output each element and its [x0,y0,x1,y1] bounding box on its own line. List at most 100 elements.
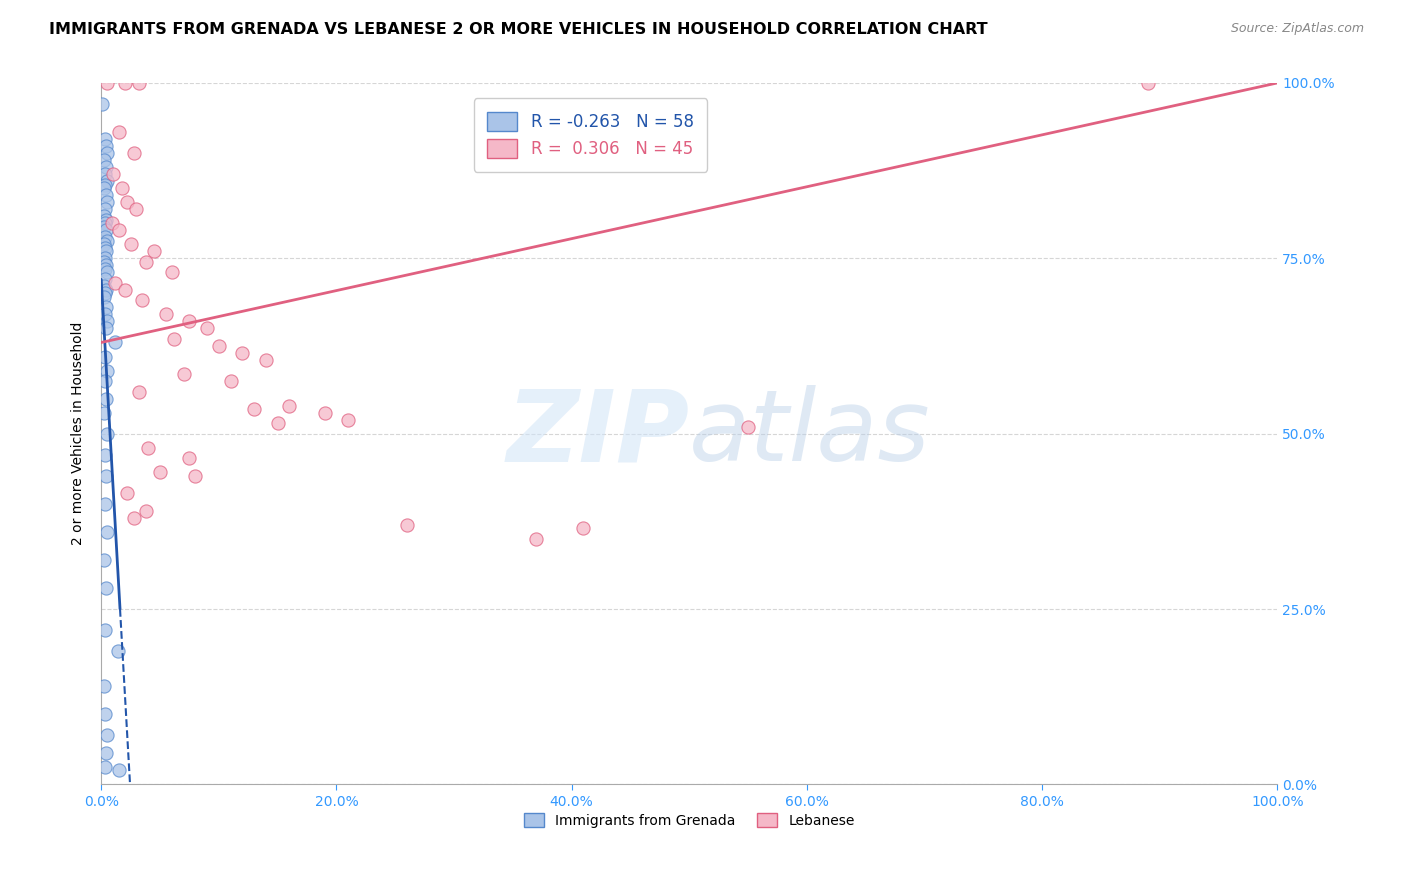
Point [96,195,118,210]
Point [96,314,118,328]
Point [94,244,117,259]
Point [122,511,145,525]
Point [93,209,115,223]
Text: IMMIGRANTS FROM GRENADA VS LEBANESE 2 OR MORE VEHICLES IN HOUSEHOLD CORRELATION : IMMIGRANTS FROM GRENADA VS LEBANESE 2 OR… [49,22,988,37]
Point [94,188,117,202]
Y-axis label: 2 or more Vehicles in Household: 2 or more Vehicles in Household [72,322,86,545]
Point [184,468,207,483]
Point [93,261,115,276]
Point [208,339,231,353]
Text: atlas: atlas [689,385,931,483]
Point [136,441,159,455]
Point [278,399,301,413]
Point [122,146,145,161]
Point [1136,76,1159,90]
Point [94,223,117,237]
Point [94,283,117,297]
Point [93,241,115,255]
Point [93,272,115,286]
Point [93,167,115,181]
Point [96,146,118,161]
Point [195,321,218,335]
Point [94,581,117,595]
Point [155,307,177,321]
Point [93,760,115,774]
Point [93,286,115,301]
Point [96,265,118,279]
Point [104,276,127,290]
Point [115,486,138,500]
Point [93,679,115,693]
Point [131,293,153,308]
Point [93,255,115,269]
Point [108,223,131,237]
Point [93,553,115,567]
Point [337,412,360,426]
Point [93,350,115,364]
Point [107,644,129,658]
Point [219,374,242,388]
Point [93,181,115,195]
Point [135,504,157,518]
Point [314,406,336,420]
Point [243,402,266,417]
Point [93,178,115,192]
Point [125,202,148,217]
Point [737,419,759,434]
Point [94,468,117,483]
Point [114,283,136,297]
Point [94,392,117,406]
Point [93,290,115,304]
Point [266,416,288,430]
Point [93,623,115,637]
Point [395,517,418,532]
Point [94,746,117,760]
Point [96,76,118,90]
Point [93,219,115,234]
Point [231,346,253,360]
Point [96,363,118,377]
Point [108,125,131,139]
Point [94,160,117,174]
Point [96,174,118,188]
Legend: Immigrants from Grenada, Lebanese: Immigrants from Grenada, Lebanese [517,807,860,833]
Point [149,465,172,479]
Point [93,230,115,244]
Point [114,76,136,90]
Point [179,451,201,466]
Point [94,212,117,227]
Point [104,335,127,350]
Point [163,332,186,346]
Point [179,314,201,328]
Point [96,524,118,539]
Text: ZIP: ZIP [506,385,689,483]
Point [93,153,115,167]
Point [128,384,150,399]
Point [160,265,183,279]
Point [96,728,118,742]
Point [108,764,131,778]
Point [101,167,124,181]
Point [128,76,150,90]
Point [93,202,115,217]
Point [143,244,166,259]
Point [572,521,595,535]
Point [93,279,115,293]
Point [524,532,547,546]
Point [94,301,117,315]
Point [93,448,115,462]
Point [93,237,115,252]
Text: Source: ZipAtlas.com: Source: ZipAtlas.com [1230,22,1364,36]
Point [96,234,118,248]
Point [93,252,115,266]
Point [96,426,118,441]
Point [120,237,142,252]
Point [93,406,115,420]
Point [94,139,117,153]
Point [94,258,117,272]
Point [101,216,124,230]
Point [111,181,134,195]
Point [173,367,195,381]
Point [91,97,114,112]
Point [93,707,115,722]
